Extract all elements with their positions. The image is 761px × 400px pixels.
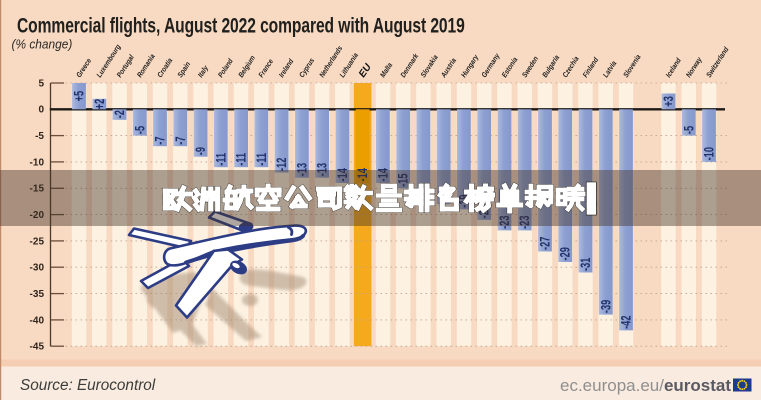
svg-text:-11: -11 (253, 153, 270, 166)
svg-text:0: 0 (38, 105, 44, 116)
svg-text:+2: +2 (91, 98, 108, 109)
svg-text:-40: -40 (30, 315, 45, 326)
svg-text:-14: -14 (334, 168, 351, 182)
svg-text:-39: -39 (597, 299, 614, 313)
svg-text:+3: +3 (660, 96, 677, 107)
svg-text:-27: -27 (537, 236, 554, 250)
svg-text:-35: -35 (30, 289, 45, 300)
svg-text:-23: -23 (516, 215, 533, 229)
svg-text:-45: -45 (30, 342, 45, 353)
svg-text:-7: -7 (152, 136, 169, 145)
svg-text:-31: -31 (577, 257, 594, 271)
svg-text:-14: -14 (354, 168, 371, 182)
svg-text:-13: -13 (314, 163, 331, 177)
svg-text:-15: -15 (395, 173, 412, 187)
svg-text:-9: -9 (192, 147, 209, 156)
svg-text:-2: -2 (111, 110, 128, 119)
svg-text:-13: -13 (293, 163, 310, 177)
svg-text:-10: -10 (30, 157, 45, 168)
svg-text:-20: -20 (30, 210, 45, 221)
svg-text:-23: -23 (496, 215, 513, 229)
svg-text:Source: Eurocontrol: Source: Eurocontrol (20, 377, 156, 394)
svg-text:-29: -29 (557, 247, 574, 261)
svg-text:-11: -11 (233, 153, 250, 166)
svg-text:-7: -7 (172, 136, 189, 145)
svg-text:-15: -15 (30, 184, 45, 195)
svg-text:-11: -11 (212, 153, 229, 166)
svg-text:-5: -5 (35, 131, 44, 142)
svg-text:-25: -25 (30, 236, 45, 247)
svg-text:(% change): (% change) (12, 37, 73, 51)
svg-text:Commercial flights, August 202: Commercial flights, August 2022 compared… (17, 13, 465, 37)
svg-text:ec.europa.eu/eurostat: ec.europa.eu/eurostat (560, 376, 731, 395)
svg-text:-30: -30 (30, 263, 45, 274)
svg-text:-42: -42 (618, 315, 635, 329)
svg-text:-14: -14 (374, 168, 391, 182)
svg-text:5: 5 (38, 78, 44, 89)
svg-text:-5: -5 (131, 126, 148, 135)
svg-text:-5: -5 (680, 126, 697, 135)
svg-text:-10: -10 (701, 147, 718, 161)
svg-text:+5: +5 (71, 91, 88, 102)
svg-text:-12: -12 (273, 157, 290, 171)
